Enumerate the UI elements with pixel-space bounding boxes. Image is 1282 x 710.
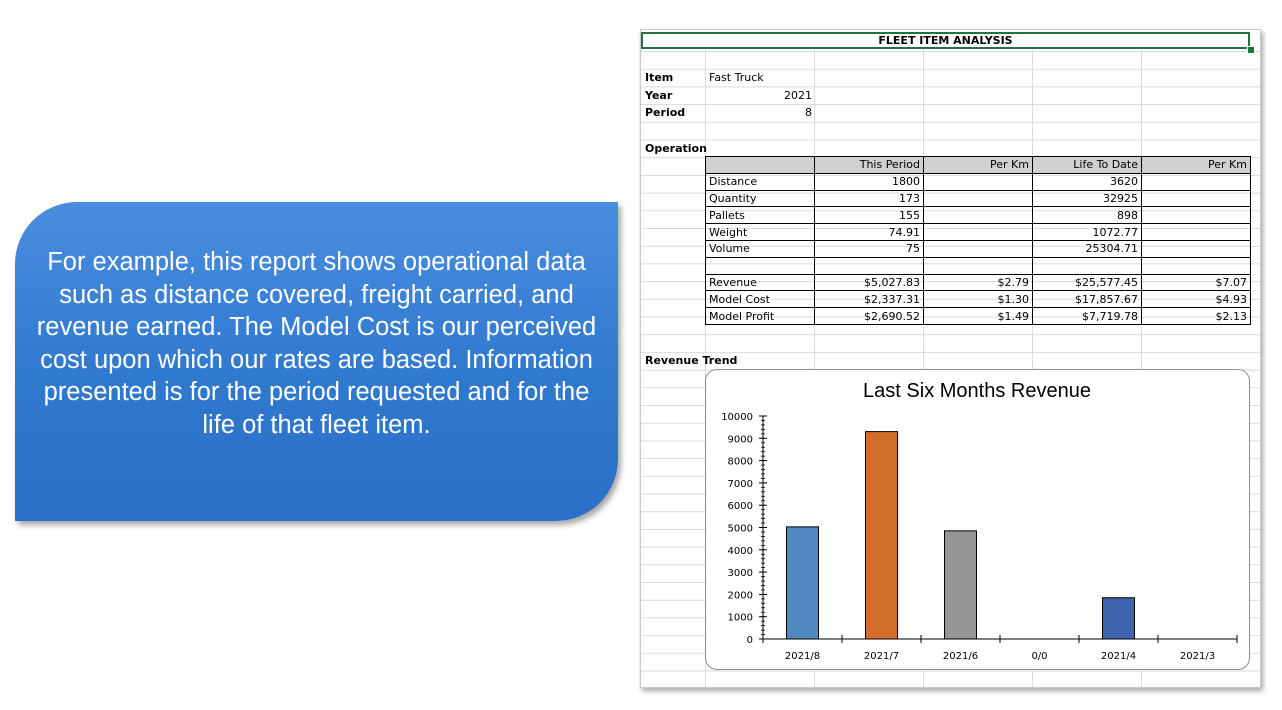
table-row-spacer (705, 256, 1251, 275)
operation-table-header: This Period Per Km Life To Date Per Km (705, 156, 1251, 174)
x-tick-label: 2021/3 (1180, 651, 1215, 662)
table-cell[interactable]: $25,577.45 (1032, 273, 1142, 292)
y-tick-label: 5000 (728, 524, 753, 535)
table-cell[interactable]: $2.13 (1141, 307, 1251, 325)
y-tick-label: 8000 (728, 457, 753, 468)
table-cell[interactable] (1141, 172, 1251, 191)
table-cell[interactable] (1032, 256, 1142, 275)
y-tick-label: 1000 (728, 613, 753, 624)
table-cell[interactable]: 74.91 (814, 223, 924, 241)
row-label[interactable]: Quantity (705, 189, 815, 208)
explanation-callout: For example, this report shows operation… (15, 202, 618, 521)
revenue-chart-canvas: Last Six Months Revenue 0 1000 2000 3000 4000… (721, 380, 1238, 662)
table-cell[interactable]: 32925 (1032, 189, 1142, 208)
table-cell[interactable]: 1800 (814, 172, 924, 191)
table-cell[interactable]: $1.30 (923, 290, 1033, 309)
param-value-period[interactable]: 8 (805, 106, 812, 119)
table-cell[interactable] (923, 172, 1033, 191)
y-tick-label: 10000 (721, 412, 753, 423)
table-cell[interactable] (1141, 223, 1251, 241)
param-label-item: Item (645, 71, 674, 84)
table-cell[interactable]: 25304.71 (1032, 239, 1142, 258)
table-cell[interactable] (1141, 256, 1251, 275)
table-cell[interactable] (1141, 206, 1251, 225)
bar (1102, 597, 1135, 640)
table-row: Revenue $5,027.83 $2.79 $25,577.45 $7.07 (705, 273, 1251, 292)
spreadsheet-report: FLEET ITEM ANALYSIS Item Fast Truck Year… (640, 29, 1261, 688)
table-cell[interactable] (923, 223, 1033, 241)
revenue-trend-label: Revenue Trend (645, 354, 738, 367)
table-cell[interactable] (923, 239, 1033, 258)
fill-handle[interactable] (1247, 46, 1255, 54)
table-cell[interactable]: $5,027.83 (814, 273, 924, 292)
table-row: Model Cost $2,337.31 $1.30 $17,857.67 $4… (705, 290, 1251, 309)
row-label[interactable]: Pallets (705, 206, 815, 225)
param-value-year[interactable]: 2021 (784, 89, 812, 102)
y-tick-label: 0 (747, 635, 753, 646)
table-cell[interactable] (1141, 239, 1251, 258)
table-cell[interactable]: $2,337.31 (814, 290, 924, 309)
table-row: Model Profit $2,690.52 $1.49 $7,719.78 $… (705, 307, 1251, 325)
table-cell[interactable]: $7.07 (1141, 273, 1251, 292)
y-tick-label: 2000 (728, 590, 753, 601)
param-label-year: Year (645, 89, 673, 102)
table-cell[interactable]: $2.79 (923, 273, 1033, 292)
y-tick-label: 9000 (728, 434, 753, 445)
table-cell[interactable]: 173 (814, 189, 924, 208)
row-label[interactable] (705, 256, 815, 275)
table-cell[interactable]: 3620 (1032, 172, 1142, 191)
callout-text: For example, this report shows operation… (36, 248, 597, 439)
table-cell[interactable]: 1072.77 (1032, 223, 1142, 241)
header-cell: Per Km (923, 156, 1033, 174)
table-cell[interactable] (923, 189, 1033, 208)
x-tick-label: 2021/6 (943, 651, 978, 662)
table-cell[interactable] (923, 206, 1033, 225)
table-cell[interactable]: $4.93 (1141, 290, 1251, 309)
report-title-cell[interactable]: FLEET ITEM ANALYSIS (641, 32, 1250, 49)
table-cell[interactable] (923, 256, 1033, 275)
param-value-item[interactable]: Fast Truck (709, 71, 764, 84)
x-tick-label: 2021/7 (864, 651, 899, 662)
y-tick-label: 3000 (728, 568, 753, 579)
table-cell[interactable]: 75 (814, 239, 924, 258)
table-row: Pallets 155 898 (705, 206, 1251, 225)
header-cell: This Period (814, 156, 924, 174)
bar (786, 526, 819, 640)
header-cell: Life To Date (1032, 156, 1142, 174)
revenue-chart[interactable]: Last Six Months Revenue 0 1000 2000 3000 4000… (705, 369, 1250, 670)
x-tick-label: 0/0 (1031, 651, 1047, 662)
row-label[interactable]: Model Profit (705, 307, 815, 325)
x-tick-label: 2021/8 (785, 651, 820, 662)
header-cell (705, 156, 815, 174)
row-label[interactable]: Revenue (705, 273, 815, 292)
table-cell[interactable]: 898 (1032, 206, 1142, 225)
y-tick-label: 7000 (728, 479, 753, 490)
y-tick-label: 6000 (728, 501, 753, 512)
row-label[interactable]: Weight (705, 223, 815, 241)
row-label[interactable]: Distance (705, 172, 815, 191)
table-cell[interactable]: $1.49 (923, 307, 1033, 325)
table-cell[interactable]: $7,719.78 (1032, 307, 1142, 325)
table-cell[interactable]: $17,857.67 (1032, 290, 1142, 309)
table-cell[interactable] (1141, 189, 1251, 208)
bar (944, 530, 977, 640)
bar (865, 431, 898, 640)
report-title: FLEET ITEM ANALYSIS (878, 34, 1013, 47)
row-label[interactable]: Volume (705, 239, 815, 258)
operation-table: This Period Per Km Life To Date Per Km D… (705, 156, 1251, 325)
header-cell: Per Km (1141, 156, 1251, 174)
x-tick-label: 2021/4 (1101, 651, 1136, 662)
row-label[interactable]: Model Cost (705, 290, 815, 309)
table-row: Quantity 173 32925 (705, 189, 1251, 208)
table-cell[interactable]: 155 (814, 206, 924, 225)
operation-section-label: Operation (645, 142, 707, 155)
table-cell[interactable] (814, 256, 924, 275)
table-cell[interactable]: $2,690.52 (814, 307, 924, 325)
param-label-period: Period (645, 106, 686, 119)
table-row: Weight 74.91 1072.77 (705, 223, 1251, 241)
table-row: Volume 75 25304.71 (705, 239, 1251, 258)
table-row: Distance 1800 3620 (705, 172, 1251, 191)
y-tick-label: 4000 (728, 546, 753, 557)
chart-title: Last Six Months Revenue (863, 380, 1091, 402)
